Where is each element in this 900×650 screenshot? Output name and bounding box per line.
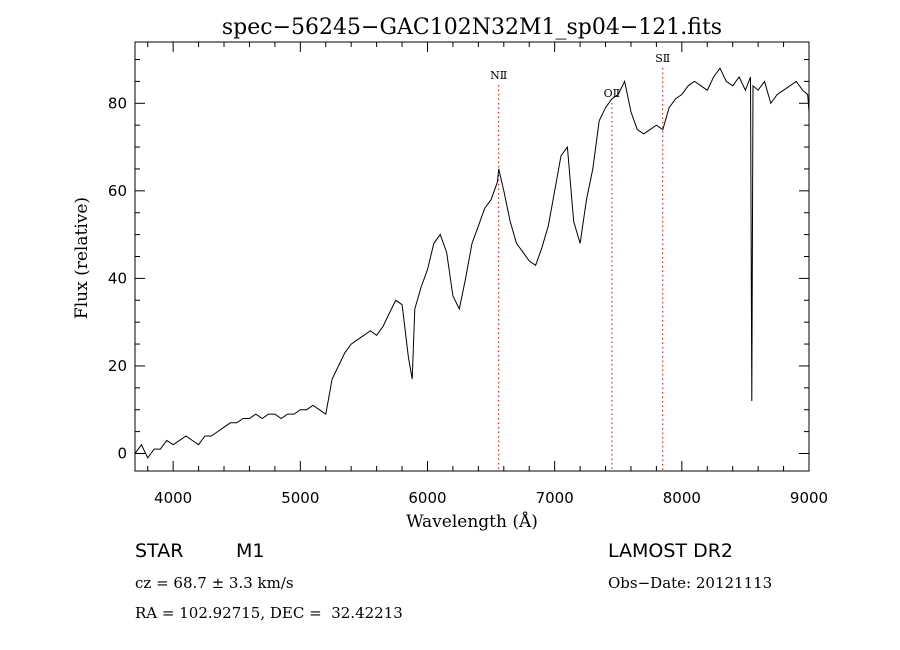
survey-label: LAMOST DR2: [608, 540, 733, 562]
y-tick-label: 80: [108, 94, 127, 112]
plot-frame: [134, 41, 810, 472]
annotation-label: SⅡ: [655, 52, 670, 65]
x-tick-label: 5000: [281, 489, 319, 507]
y-axis-label: Flux (relative): [72, 197, 92, 319]
obs-date-text: Obs−Date: 20121113: [608, 574, 773, 592]
coordinates-text: RA = 102.92715, DEC = 32.42213: [135, 604, 403, 622]
x-tick-label: 6000: [408, 489, 446, 507]
x-tick-label: 7000: [536, 489, 574, 507]
chart-title: spec−56245−GAC102N32M1_sp04−121.fits: [222, 15, 722, 40]
y-tick-label: 0: [117, 444, 127, 462]
y-tick-label: 60: [108, 182, 127, 200]
y-tick-label: 40: [108, 269, 127, 287]
spectrum-line: [134, 67, 810, 459]
annotation-label: NⅡ: [490, 69, 507, 82]
x-tick-label: 8000: [663, 489, 701, 507]
class-label: STAR: [135, 540, 184, 562]
redshift-text: cz = 68.7 ± 3.3 km/s: [135, 574, 294, 592]
annotation-label: OⅡ: [604, 87, 621, 100]
y-tick-label: 20: [108, 357, 127, 375]
x-tick-label: 9000: [790, 489, 828, 507]
x-axis-label: Wavelength (Å): [406, 511, 538, 532]
axis-ticks: 4000 5000 6000 7000 8000 9000 0 20 40 60 80: [108, 42, 828, 507]
subclass-label: M1: [236, 540, 265, 562]
x-tick-label: 4000: [154, 489, 192, 507]
emission-line-markers: NⅡ OⅡ SⅡ: [490, 52, 670, 471]
